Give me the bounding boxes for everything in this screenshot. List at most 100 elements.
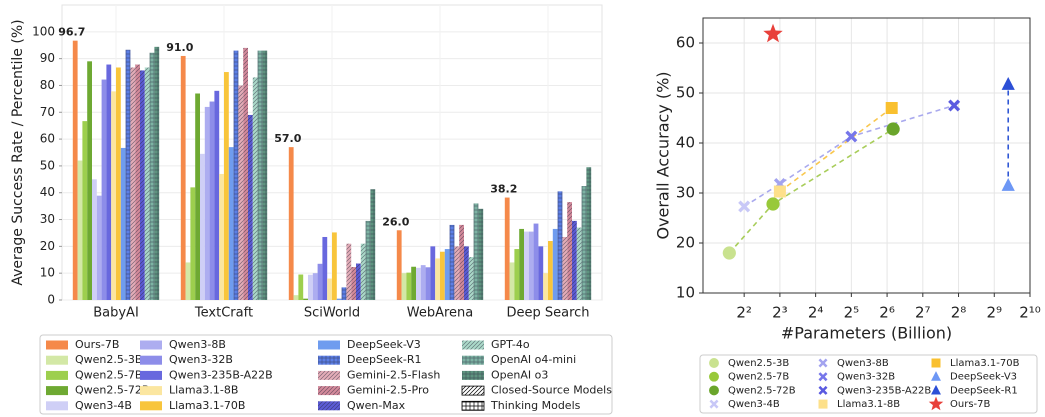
bar — [257, 50, 263, 300]
legend-swatch — [318, 340, 340, 350]
y-tick-label: 40 — [676, 134, 695, 152]
bar — [356, 263, 361, 300]
legend-swatch — [318, 386, 340, 396]
bar — [96, 195, 102, 300]
y-tick-label: 10 — [40, 266, 55, 280]
y-tick-label: 100 — [32, 24, 55, 38]
legend-label: DeepSeek-V3 — [950, 372, 1017, 383]
bar — [262, 50, 268, 300]
point — [763, 23, 783, 43]
legend-label: Gemini-2.5-Pro — [347, 384, 429, 397]
bar — [209, 101, 215, 300]
x-tick-label: 2³ — [772, 304, 788, 322]
bar — [341, 287, 347, 300]
legend-marker — [709, 358, 719, 368]
legend-label: Qwen2.5-72B — [728, 385, 796, 396]
bar — [543, 273, 548, 300]
legend-label: Qwen3-32B — [169, 353, 233, 366]
bar — [135, 64, 140, 300]
legend-swatch — [462, 370, 484, 380]
legend-label: Qwen3-8B — [169, 338, 226, 351]
bar — [478, 208, 484, 300]
x-axis-label: #Parameters (Billion) — [781, 324, 952, 343]
legend-swatch — [462, 340, 484, 350]
bar — [303, 298, 308, 300]
y-tick-label: 90 — [40, 51, 55, 65]
bar — [519, 228, 524, 300]
legend-label: GPT-4o — [491, 338, 530, 351]
legend-label: Llama3.1-70B — [950, 358, 1020, 369]
legend-label: Ours-7B — [950, 399, 991, 410]
bar — [82, 121, 88, 300]
legend-marker — [709, 385, 719, 396]
legend-swatch — [318, 355, 340, 365]
bar — [473, 203, 479, 300]
bar — [77, 160, 83, 300]
point — [722, 246, 736, 260]
y-tick-label: 40 — [40, 185, 55, 199]
value-label: 38.2 — [490, 183, 517, 196]
legend-label: Qwen2.5-7B — [75, 368, 142, 381]
value-label: 57.0 — [274, 132, 301, 145]
bar — [351, 267, 356, 300]
bar — [514, 249, 520, 300]
legend-label: Llama3.1-8B — [169, 384, 238, 397]
legend-marker — [818, 385, 828, 395]
bar — [468, 257, 474, 300]
bar — [140, 70, 145, 300]
bar — [416, 267, 421, 300]
plot-frame — [702, 17, 1031, 294]
legend-marker — [931, 384, 941, 395]
bar — [185, 262, 191, 300]
bar — [288, 147, 294, 300]
bar — [116, 67, 121, 301]
x-tick-label: Deep Search — [506, 306, 589, 321]
x-tick-label: 2⁵ — [844, 304, 860, 322]
legend-label: OpenAI o3 — [491, 368, 548, 381]
legend-swatch — [140, 401, 162, 411]
legend-label: Thinking Models — [490, 399, 581, 412]
bar — [524, 231, 529, 300]
legend-swatch — [140, 386, 162, 396]
bar — [572, 220, 577, 300]
point — [773, 185, 786, 198]
y-tick-label: 50 — [40, 158, 55, 172]
y-tick-label: 60 — [40, 132, 55, 146]
bar — [411, 266, 416, 300]
x-tick-label: 2² — [736, 304, 752, 322]
bar — [464, 246, 469, 300]
bar — [101, 79, 107, 301]
link-line — [743, 104, 955, 208]
legend-swatch — [46, 386, 68, 396]
bar — [504, 197, 510, 300]
y-tick-label: 20 — [676, 234, 695, 252]
legend-marker — [931, 358, 941, 368]
bar — [190, 187, 196, 300]
y-axis-label: Overall Accuracy (%) — [654, 71, 673, 239]
bar — [586, 167, 592, 300]
bar — [200, 153, 205, 300]
bar — [214, 90, 220, 301]
y-tick-label: 70 — [40, 105, 55, 119]
bar — [346, 243, 352, 300]
point — [845, 130, 858, 143]
legend-label: Qwen3-235B-A22B — [837, 385, 931, 396]
bar — [149, 52, 155, 301]
y-tick-label: 30 — [676, 184, 695, 202]
bar — [336, 298, 342, 300]
legend-label: DeepSeek-V3 — [347, 338, 421, 351]
bar — [322, 236, 328, 300]
legend-swatch — [140, 370, 162, 380]
y-tick-label: 20 — [40, 239, 55, 253]
x-tick-label: BabyAI — [93, 306, 139, 321]
legend-label: Qwen2.5-72B — [75, 384, 149, 397]
legend-swatch — [318, 401, 340, 411]
y-axis-label: Average Success Rate / Percentile (%) — [10, 19, 26, 285]
y-tick-label: 60 — [676, 34, 695, 52]
legend-swatch — [462, 355, 484, 365]
bar — [317, 263, 323, 300]
legend-marker — [818, 372, 828, 382]
legend-label: Qwen3-4B — [75, 399, 132, 412]
